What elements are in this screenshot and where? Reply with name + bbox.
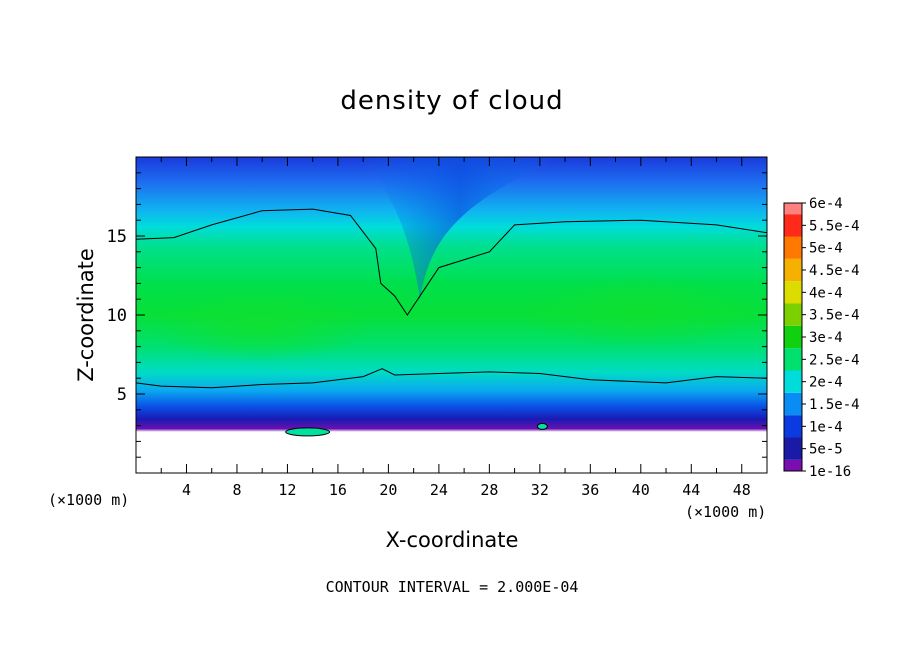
x-tick-label: 28 [480,481,498,499]
colorbar-swatch [784,437,802,460]
colorbar-label: 4e-4 [809,285,843,301]
colorbar-swatch [784,281,802,304]
colorbar: 1e-16 5e-5 1e-4 1.5e-4 2e-4 2.5e-4 3e-4 3.5e-4 4… [783,196,860,480]
x-axis-unit: (×1000 m) [685,503,767,521]
colorbar-label: 6e-4 [809,196,843,212]
contour-lower [135,368,768,389]
chart-title: density of cloud [340,86,564,116]
colorbar-label: 5.5e-4 [809,218,860,234]
x-tick-label: 24 [430,481,448,499]
x-tick-label: 36 [581,481,599,499]
colorbar-label: 2.5e-4 [809,352,860,368]
colorbar-swatch [784,459,802,471]
colorbar-swatch [784,203,802,215]
x-tick-label: 16 [329,481,347,499]
clear-air-region [136,436,767,473]
contour-interval-note: CONTOUR INTERVAL = 2.000E-04 [325,578,579,596]
x-tick-label: 32 [531,481,549,499]
colorbar-swatch [784,214,802,237]
density-core-left [150,287,370,363]
x-tick-label: 8 [232,481,241,499]
contour-upper [135,208,768,316]
colorbar-frame [783,202,803,472]
density-core-right [520,276,760,348]
field-layer [136,157,767,473]
x-axis-label: X-coordinate [385,528,519,552]
colorbar-label: 4.5e-4 [809,263,860,279]
colorbar-swatch [784,325,802,349]
colorbar-label: 1e-4 [809,419,843,435]
colorbar-label: 2e-4 [809,375,843,391]
colorbar-label: 1e-16 [809,464,851,480]
contour-layer [135,208,768,437]
colorbar-swatch [784,370,802,393]
colorbar-label: 5e-4 [809,241,843,257]
contour-cell-right [536,422,548,430]
x-tick-label: 40 [632,481,650,499]
colorbar-label: 1.5e-4 [809,397,860,413]
colorbar-label: 3e-4 [809,330,843,346]
dry-intrusion [360,157,560,300]
colorbar-label: 5e-5 [809,442,843,458]
y-tick-label: 5 [117,385,127,405]
x-tick-label: 12 [278,481,296,499]
y-tick-label: 15 [107,227,127,247]
y-axis-unit: (×1000 m) [48,491,130,509]
y-tick-label: 10 [107,306,127,326]
x-tick-label: 48 [733,481,751,499]
colorbar-swatch [784,415,802,438]
colorbar-swatch [784,392,802,416]
x-tick-label: 20 [379,481,397,499]
contour-cell-left [285,427,331,437]
x-tick-label: 44 [682,481,700,499]
colorbar-swatch [784,303,802,326]
colorbar-label: 3.5e-4 [809,308,860,324]
colorbar-swatch [784,236,802,259]
colorbar-swatch [784,348,802,371]
colorbar-swatch [784,258,802,282]
x-tick-label: 4 [182,481,191,499]
